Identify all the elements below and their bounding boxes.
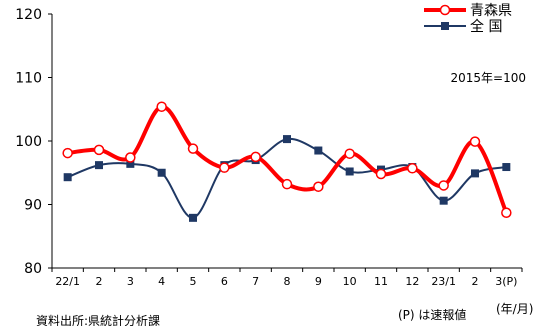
x-tick-label: 3(P) (495, 275, 517, 288)
y-tick-label: 90 (24, 198, 42, 214)
legend-item: 全 国 (424, 18, 502, 35)
data-point (62, 147, 73, 159)
data-point (407, 163, 418, 174)
data-point (125, 152, 136, 163)
data-point (156, 101, 167, 112)
data-point (63, 173, 72, 182)
data-point (344, 148, 355, 159)
source-note: 資料出所:県統計分析課 (36, 313, 160, 326)
y-axis-ticks: 80 90 100 110 120 (15, 7, 52, 277)
data-point (281, 178, 293, 190)
legend-marker (439, 4, 451, 16)
data-point (438, 180, 449, 191)
legend-marker (441, 22, 449, 30)
x-axis-ticks: 22/1 2 3 4 5 6 7 8 9 10 11 12 23/1 2 3(P) (51, 268, 523, 288)
data-point (189, 213, 197, 222)
data-point (250, 151, 261, 163)
x-tick-label: 7 (252, 275, 259, 288)
x-tick-label: 5 (190, 275, 197, 288)
data-point (471, 169, 479, 178)
data-point (157, 168, 166, 177)
y-tick-label: 110 (15, 71, 42, 87)
data-point (439, 196, 448, 205)
data-point (219, 162, 230, 173)
y-tick-label: 80 (24, 261, 42, 277)
series-layer (62, 101, 512, 222)
x-tick-label: 22/1 (55, 275, 80, 288)
legend-label: 全 国 (470, 18, 502, 35)
unit-label: (年/月) (496, 302, 533, 316)
y-tick-label: 100 (15, 134, 42, 150)
data-point (283, 135, 291, 144)
x-tick-label: 4 (158, 275, 165, 288)
data-point (501, 207, 512, 219)
y-tick-label: 120 (15, 7, 42, 23)
series-national (63, 135, 511, 222)
x-tick-label: 10 (343, 275, 357, 288)
base-note: 2015年=100 (451, 71, 527, 85)
legend-item: 青森県 (424, 3, 512, 19)
x-tick-label: 6 (221, 275, 228, 288)
x-tick-label: 8 (284, 275, 291, 288)
x-tick-label: 11 (374, 275, 388, 288)
x-tick-label: 2 (96, 275, 103, 288)
data-point (502, 163, 511, 172)
series-prefecture (62, 101, 512, 219)
data-point (93, 144, 105, 156)
data-point (187, 143, 199, 154)
x-tick-label: 9 (315, 275, 322, 288)
data-point (314, 146, 323, 155)
x-tick-label: 23/1 (431, 275, 456, 288)
data-point (95, 161, 103, 170)
data-point (313, 181, 324, 192)
data-point (345, 167, 354, 176)
data-point (375, 168, 387, 180)
x-tick-label: 12 (405, 275, 419, 288)
legend-label: 青森県 (470, 3, 512, 19)
x-tick-label: 3 (127, 275, 134, 288)
x-tick-label: 2 (472, 275, 479, 288)
preliminary-note: (P) は速報値 (398, 307, 466, 322)
data-point (469, 136, 481, 147)
data-point (126, 159, 135, 168)
